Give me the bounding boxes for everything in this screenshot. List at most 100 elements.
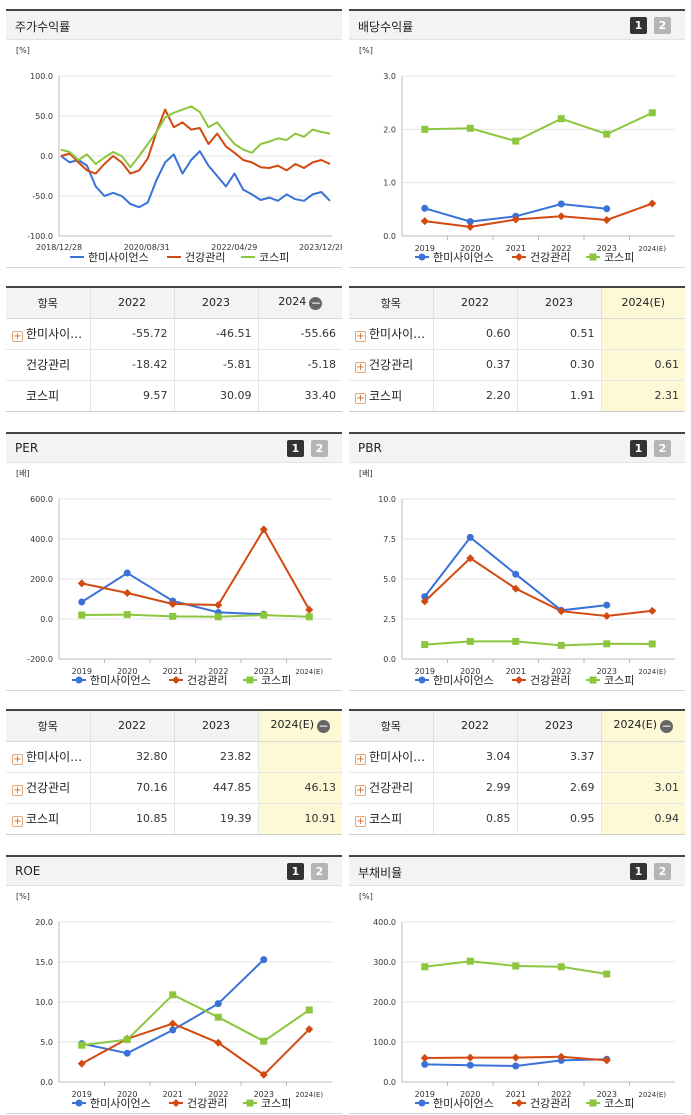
data-point: [305, 605, 314, 614]
period-1-button[interactable]: 1: [630, 17, 647, 34]
period-1-button[interactable]: 1: [630, 863, 647, 880]
legend-label: 한미사이언스: [90, 674, 151, 687]
data-point: [77, 579, 86, 588]
data-point: [78, 598, 86, 606]
legend-label: 건강관리: [530, 1097, 570, 1110]
legend-label: 코스피: [261, 1097, 291, 1110]
row-label: + 한미사이…: [6, 740, 90, 772]
expand-icon[interactable]: +: [12, 785, 23, 796]
x-tick-label: 2019: [72, 667, 92, 676]
y-tick-label: 400.0: [30, 535, 53, 544]
legend-label: 건강관리: [187, 1097, 227, 1110]
expand-icon[interactable]: +: [355, 331, 366, 342]
panel-header: 주가수익률: [6, 11, 342, 40]
period-2-button[interactable]: 2: [654, 440, 671, 457]
header-label: 항목: [37, 719, 58, 733]
y-tick-label: 2.5: [383, 615, 396, 624]
row-name: 한미사이…: [369, 750, 426, 764]
series-line: [60, 105, 331, 169]
x-tick-label: 2024(E): [638, 245, 666, 253]
table-cell: 0.37: [432, 348, 517, 380]
row-name: 건강관리: [26, 781, 71, 795]
x-tick-label: 2020: [460, 667, 480, 676]
data-point: [259, 1070, 268, 1079]
header-label: 2024(E): [621, 296, 666, 310]
table-cell: 0.30: [516, 348, 601, 380]
collapse-icon[interactable]: −: [660, 719, 674, 734]
table-header-row: 항목 2022 2023 2024(E) −: [349, 711, 685, 742]
y-tick-label: 300.0: [373, 958, 396, 967]
x-tick-label: 2019: [72, 1090, 92, 1099]
table-cell: 0.85: [432, 802, 517, 834]
expand-icon[interactable]: +: [355, 754, 366, 765]
data-point: [512, 1062, 520, 1070]
data-point: [466, 124, 474, 132]
period-2-button[interactable]: 2: [311, 440, 328, 457]
table-cell: 19.39: [173, 802, 258, 834]
row-label: + 건강관리: [349, 348, 433, 380]
data-point: [168, 1019, 177, 1028]
data-point: [123, 611, 131, 619]
table-header-cell: 항목: [6, 288, 90, 319]
data-point: [421, 125, 429, 133]
data-point: [214, 600, 223, 609]
series-line: [81, 1022, 311, 1077]
x-tick-label: 2022: [551, 1090, 571, 1099]
period-2-button[interactable]: 2: [311, 863, 328, 880]
period-1-button[interactable]: 1: [287, 440, 304, 457]
header-label: 2024: [278, 295, 307, 309]
expand-icon[interactable]: +: [355, 816, 366, 828]
data-point: [421, 641, 429, 649]
header-label: 2022: [461, 719, 489, 733]
row-name: 코스피: [26, 812, 60, 827]
legend-label: 코스피: [604, 1097, 634, 1110]
row-name: 건강관리: [369, 781, 414, 795]
data-point: [466, 222, 475, 231]
header-label: 2024(E): [613, 718, 658, 732]
x-tick-label: 2024(E): [638, 668, 666, 676]
collapse-icon[interactable]: −: [317, 719, 331, 734]
expand-icon[interactable]: +: [12, 816, 23, 828]
expand-icon[interactable]: +: [355, 393, 366, 405]
legend-label: 한미사이언스: [433, 1097, 494, 1110]
header-label: 항목: [380, 719, 401, 733]
data-point: [648, 606, 657, 615]
expand-icon[interactable]: +: [12, 331, 23, 342]
legend-label: 코스피: [604, 674, 634, 687]
legend-label: 코스피: [261, 674, 291, 687]
expand-icon[interactable]: +: [12, 754, 23, 765]
table-row: + 코스피 2.20 1.91 2.31: [349, 379, 685, 411]
panel-title: 주가수익률: [15, 20, 71, 34]
table-cell: 2.31: [600, 379, 685, 411]
expand-icon[interactable]: +: [355, 362, 366, 373]
legend-swatch-marker: [515, 253, 523, 261]
data-point: [214, 1038, 223, 1047]
y-tick-label: 0.0: [40, 1078, 53, 1087]
period-1-button[interactable]: 1: [287, 863, 304, 880]
legend-swatch-marker: [418, 253, 426, 261]
data-point: [305, 1006, 313, 1014]
data-point: [260, 956, 268, 964]
collapse-icon[interactable]: −: [309, 296, 323, 311]
period-2-button[interactable]: 2: [654, 17, 671, 34]
data-point: [511, 1053, 520, 1062]
period-1-button[interactable]: 1: [630, 440, 647, 457]
legend-label: 한미사이언스: [433, 674, 494, 687]
panel-header: PBR 1 2: [349, 434, 685, 463]
table-cell: 1.91: [516, 379, 601, 411]
data-table: 항목 2022 2023 2024(E) − + 한미사이… 3.04 3.37 + 건강관리 2.9…: [349, 711, 685, 834]
y-tick-label: 0.0: [383, 655, 396, 664]
data-point: [602, 216, 611, 224]
row-label: + 한미사이…: [6, 317, 90, 349]
row-label: 코스피: [6, 379, 90, 411]
expand-icon[interactable]: +: [355, 785, 366, 796]
period-2-button[interactable]: 2: [654, 863, 671, 880]
row-name: 코스피: [369, 389, 403, 404]
table-header-cell: 2022: [432, 288, 517, 319]
data-point: [168, 600, 177, 608]
data-point: [420, 217, 429, 226]
x-tick-label: 2022: [208, 667, 228, 676]
x-tick-label: 2023: [597, 667, 617, 676]
panel-title: PER: [15, 441, 39, 455]
header-label: 2024(E): [270, 718, 315, 732]
